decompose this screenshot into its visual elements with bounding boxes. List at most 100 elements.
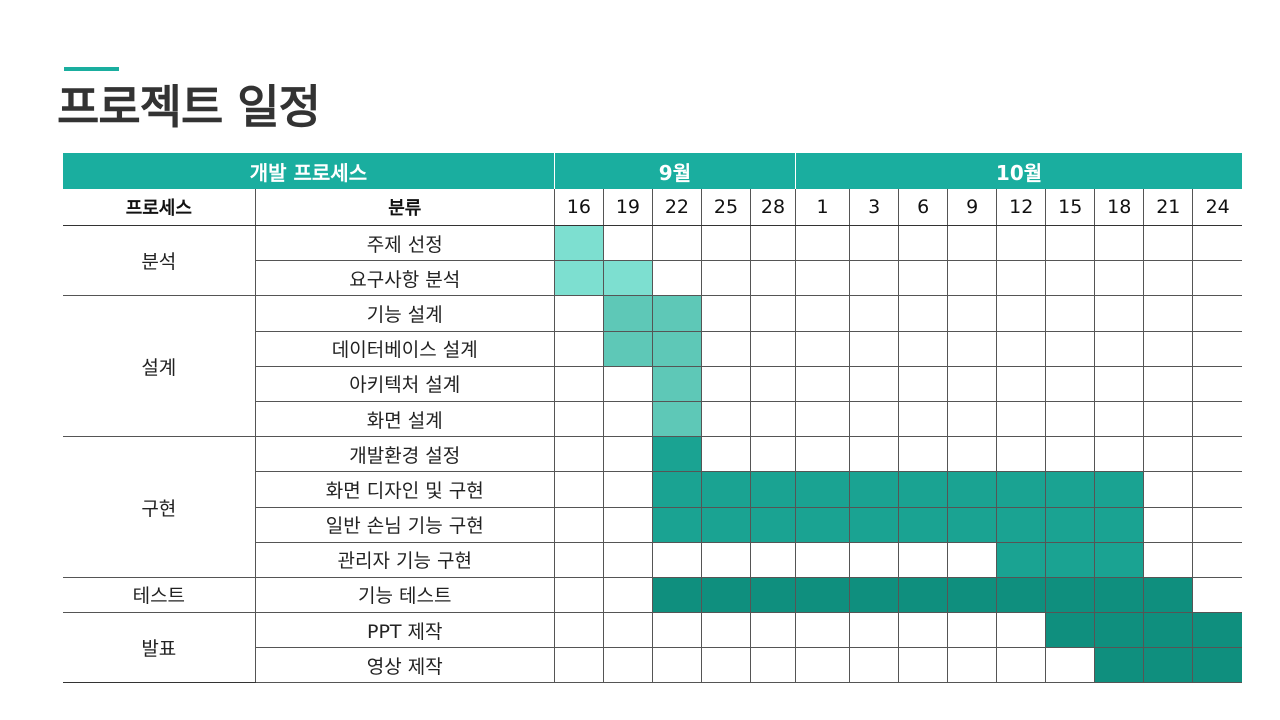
gantt-empty-cell [795,225,850,262]
task-row: 발표 PPT 제작 [63,612,1242,684]
gantt-empty-cell [749,295,796,332]
gantt-empty-cell [1143,295,1193,332]
gantt-empty-cell [1094,331,1144,367]
gantt-empty-cell [1045,436,1095,473]
gantt-empty-cell [849,542,899,578]
task-row: 아키텍처 설계 [63,366,1242,402]
gantt-empty-cell [996,436,1046,473]
day-header: 9 [947,189,997,226]
day-header: 25 [700,189,751,226]
gantt-bar-cell [1045,612,1095,649]
gantt-empty-cell [795,366,850,402]
gantt-empty-cell [554,647,604,684]
gantt-empty-cell [898,225,948,262]
gantt-empty-cell [651,542,702,578]
gantt-empty-cell [554,331,604,367]
gantt-bar-cell [1045,542,1095,578]
gantt-bar-cell [996,471,1046,508]
gantt-empty-cell [795,331,850,367]
gantt-bar-cell [947,577,997,614]
gantt-empty-cell [602,647,653,684]
gantt-empty-cell [554,577,604,614]
process-column-header: 프로세스 [63,189,256,226]
gantt-empty-cell [554,295,604,332]
gantt-empty-cell [749,401,796,438]
task-row: 구현 개발환경 설정 [63,436,1242,578]
task-row: 관리자 기능 구현 [63,542,1242,578]
gantt-bar-cell [651,331,702,367]
gantt-empty-cell [700,542,751,578]
gantt-empty-cell [1143,260,1193,297]
gantt-empty-cell [749,260,796,297]
gantt-empty-cell [749,366,796,402]
gantt-empty-cell [795,295,850,332]
gantt-bar-cell [1143,612,1193,649]
gantt-empty-cell [947,612,997,649]
gantt-empty-cell [795,436,850,473]
task-label: 데이터베이스 설계 [255,331,555,367]
task-row: 테스트 기능 테스트 [63,577,1242,614]
gantt-empty-cell [1143,471,1193,508]
gantt-empty-cell [1094,295,1144,332]
gantt-empty-cell [602,542,653,578]
gantt-empty-cell [898,366,948,402]
process-phase-label: 설계 [63,295,256,438]
process-phase-label: 테스트 [63,577,256,614]
gantt-bar-cell [849,577,899,614]
gantt-empty-cell [1094,401,1144,438]
gantt-empty-cell [1045,260,1095,297]
gantt-empty-cell [1045,366,1095,402]
gantt-empty-cell [1143,436,1193,473]
task-label: 관리자 기능 구현 [255,542,555,578]
gantt-bar-cell [1094,471,1144,508]
day-header: 3 [849,189,899,226]
gantt-empty-cell [1045,331,1095,367]
gantt-empty-cell [947,331,997,367]
gantt-empty-cell [947,647,997,684]
task-row: 일반 손님 기능 구현 [63,507,1242,543]
task-label: 요구사항 분석 [255,260,555,297]
task-label: 아키텍처 설계 [255,366,555,402]
day-header: 18 [1094,189,1144,226]
gantt-empty-cell [749,225,796,262]
gantt-empty-cell [898,612,948,649]
gantt-empty-cell [1143,401,1193,438]
schedule-table: 개발 프로세스 9월 10월 프로세스 분류 16 19 22 25 28 1 3 6 9 12 1… [63,153,1242,684]
gantt-bar-cell [651,436,702,473]
gantt-empty-cell [749,542,796,578]
day-header: 6 [898,189,948,226]
task-row: 분석 주제 선정 [63,225,1242,297]
gantt-bar-cell [700,507,751,543]
gantt-empty-cell [898,401,948,438]
gantt-bar-cell [749,507,796,543]
gantt-bar-cell [554,260,604,297]
gantt-empty-cell [700,260,751,297]
gantt-empty-cell [849,260,899,297]
gantt-empty-cell [1045,401,1095,438]
gantt-empty-cell [1192,225,1242,262]
gantt-bar-cell [651,507,702,543]
task-row: 데이터베이스 설계 [63,331,1242,367]
gantt-empty-cell [996,331,1046,367]
gantt-empty-cell [700,331,751,367]
gantt-empty-cell [849,331,899,367]
gantt-bar-cell [1094,542,1144,578]
gantt-empty-cell [602,577,653,614]
gantt-empty-cell [749,436,796,473]
gantt-bar-cell [1192,612,1242,649]
process-phase-label: 발표 [63,612,256,684]
gantt-empty-cell [1045,295,1095,332]
gantt-empty-cell [554,542,604,578]
gantt-empty-cell [1192,577,1242,614]
gantt-empty-cell [1094,436,1144,473]
gantt-bar-cell [749,577,796,614]
gantt-bar-cell [1045,471,1095,508]
gantt-bar-cell [554,225,604,262]
gantt-empty-cell [1045,225,1095,262]
gantt-empty-cell [898,295,948,332]
gantt-bar-cell [651,401,702,438]
gantt-empty-cell [554,471,604,508]
task-label: 개발환경 설정 [255,436,555,473]
gantt-bar-cell [947,471,997,508]
gantt-empty-cell [996,366,1046,402]
